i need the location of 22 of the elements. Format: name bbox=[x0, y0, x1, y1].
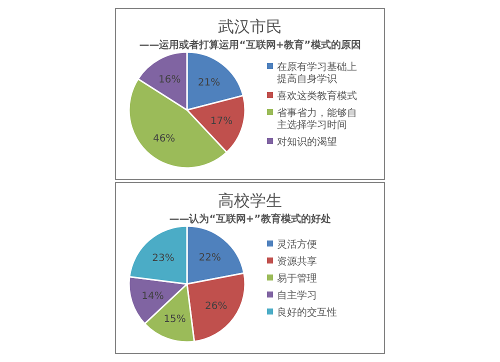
legend-label: 良好的交互性 bbox=[277, 306, 337, 318]
legend-label: 对知识的渴望 bbox=[277, 136, 337, 148]
legend-label: 喜欢这类教育模式 bbox=[277, 90, 357, 102]
data-label: 14% bbox=[142, 291, 164, 302]
data-label: 16% bbox=[158, 74, 181, 86]
data-label: 15% bbox=[164, 314, 186, 325]
chart-title: 武汉市民 bbox=[218, 17, 282, 36]
data-label: 26% bbox=[204, 301, 228, 312]
legend-label: 自主学习 bbox=[277, 290, 317, 302]
legend-label: 易于管理 bbox=[277, 274, 317, 284]
data-label: 22% bbox=[198, 252, 222, 264]
legend-label: 资源共享 bbox=[277, 256, 317, 268]
chart-title: 高校学生 bbox=[218, 191, 282, 210]
data-label: 46% bbox=[152, 134, 176, 145]
legend-label: 灵活方便 bbox=[277, 238, 317, 250]
data-label: 21% bbox=[198, 78, 220, 89]
chart-subtitle: ——运用或者打算运用“互联网+教育”模式的原因 bbox=[139, 39, 361, 51]
data-label: 17% bbox=[210, 116, 233, 128]
chart-subtitle: ——认为“互联网+”教育模式的好处 bbox=[169, 213, 331, 225]
data-label: 23% bbox=[152, 253, 174, 264]
legend-label: 在原有学习基础上提高自身学识 bbox=[277, 61, 357, 85]
legend-label: 省事省力，能够自主选择学习时间 bbox=[277, 107, 357, 131]
